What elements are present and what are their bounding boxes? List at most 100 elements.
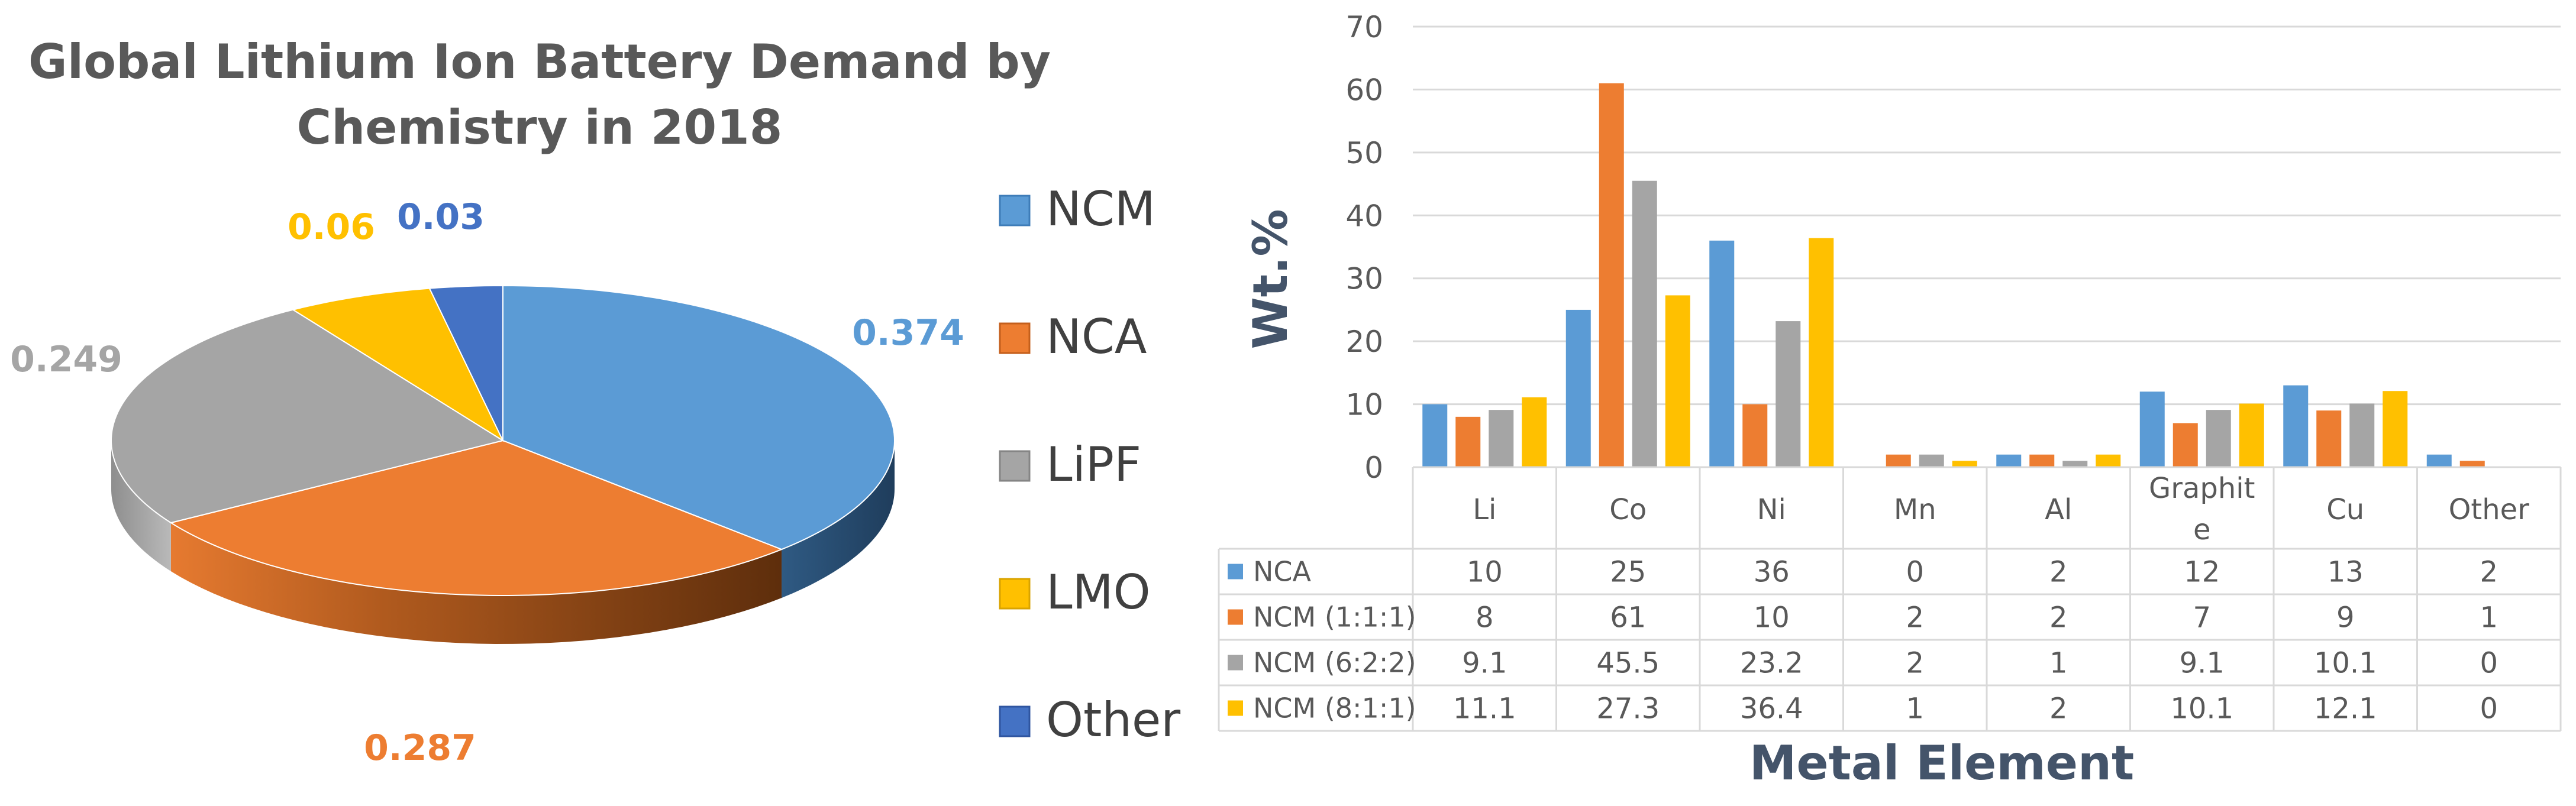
legend-entry-lmo[interactable]: LMO <box>999 565 1151 620</box>
table-legend-key-ncm-1-1-1 <box>1228 609 1243 625</box>
bar-nca-li[interactable] <box>1422 404 1448 467</box>
pie-slice-ncm[interactable] <box>502 284 895 551</box>
legend-swatch-other <box>999 705 1031 737</box>
table-cell-ncm-1-1-1-co: 61 <box>1610 601 1646 635</box>
bar-ncm-1-1-1-graphite[interactable] <box>2173 423 2198 468</box>
pie-title-line1: Global Lithium Ion Battery Demand by <box>28 34 1051 89</box>
bar-ncm-1-1-1-cu[interactable] <box>2316 410 2342 467</box>
table-row-label-ncm-6-2-2: NCM (6:2:2) <box>1253 647 1416 679</box>
bar-ncm-6-2-2-co[interactable] <box>1632 180 1657 467</box>
bar-nca-ni[interactable] <box>1709 240 1735 467</box>
table-cell-ncm-1-1-1-graphite: 7 <box>2193 601 2211 635</box>
legend-entry-ncm[interactable]: NCM <box>999 182 1155 237</box>
table-cell-ncm-6-2-2-graphite: 9.1 <box>2180 647 2225 680</box>
bar-ncm-6-2-2-cu[interactable] <box>2349 403 2375 467</box>
legend-entry-lipf[interactable]: LiPF <box>999 437 1141 492</box>
y-tick-label-20: 20 <box>1345 325 1383 359</box>
legend-label-other: Other <box>1046 692 1180 747</box>
table-cell-ncm-1-1-1-ni: 10 <box>1754 601 1790 635</box>
table-cell-nca-li: 10 <box>1467 556 1503 589</box>
table-header-al: Al <box>2045 493 2072 526</box>
bar-ncm-1-1-1-li[interactable] <box>1455 416 1481 467</box>
table-cell-ncm-6-2-2-al: 1 <box>2049 647 2068 680</box>
table-cell-ncm-8-1-1-other: 0 <box>2480 692 2498 726</box>
pie-slice-nca[interactable] <box>169 439 783 596</box>
bar-nca-graphite[interactable] <box>2139 391 2165 467</box>
bar-nca-co[interactable] <box>1565 309 1591 467</box>
bar-ncm-1-1-1-ni[interactable] <box>1742 404 1768 467</box>
bar-ncm-6-2-2-mn[interactable] <box>1919 454 1944 467</box>
table-cell-ncm-6-2-2-mn: 2 <box>1906 647 1924 680</box>
bar-ncm-6-2-2-graphite[interactable] <box>2206 410 2231 467</box>
legend-label-nca: NCA <box>1046 309 1147 364</box>
bar-ncm-8-1-1-mn[interactable] <box>1952 461 1977 467</box>
table-cell-nca-al: 2 <box>2049 556 2068 589</box>
table-cell-ncm-1-1-1-cu: 9 <box>2336 601 2355 635</box>
bar-ncm-8-1-1-li[interactable] <box>1522 397 1547 467</box>
table-cell-ncm-6-2-2-li: 9.1 <box>1462 647 1507 680</box>
pie-label-lmo: 0.06 <box>288 206 375 248</box>
pie-side-nca <box>170 522 782 644</box>
legend-entry-other[interactable]: Other <box>999 692 1180 747</box>
bar-marks <box>1422 83 2485 468</box>
table-header-li: Li <box>1473 493 1496 526</box>
table-header-other: Other <box>2449 493 2530 526</box>
table-cell-ncm-6-2-2-other: 0 <box>2480 647 2498 680</box>
table-cell-ncm-8-1-1-ni: 36.4 <box>1740 692 1803 726</box>
table-cell-ncm-1-1-1-li: 8 <box>1476 601 1494 635</box>
bar-ncm-6-2-2-ni[interactable] <box>1776 321 1801 467</box>
bar-ncm-1-1-1-other[interactable] <box>2459 461 2485 467</box>
table-cell-ncm-8-1-1-cu: 12.1 <box>2314 692 2377 726</box>
table-cell-ncm-1-1-1-other: 1 <box>2480 601 2498 635</box>
bar-ncm-6-2-2-al[interactable] <box>2062 461 2088 467</box>
bar-ncm-1-1-1-al[interactable] <box>2029 454 2055 467</box>
bar-ncm-6-2-2-li[interactable] <box>1489 410 1514 467</box>
legend-entry-nca[interactable]: NCA <box>999 309 1147 364</box>
table-cell-ncm-6-2-2-ni: 23.2 <box>1740 647 1803 680</box>
y-tick-label-60: 60 <box>1345 73 1383 107</box>
table-row-label-ncm-8-1-1: NCM (8:1:1) <box>1253 692 1416 724</box>
pie-side-lipf <box>111 441 171 571</box>
pie-slice-other[interactable] <box>428 284 503 441</box>
bar-nca-other[interactable] <box>2426 454 2452 467</box>
table-cell-nca-co: 25 <box>1610 556 1646 589</box>
bar-ncm-8-1-1-cu[interactable] <box>2383 391 2408 467</box>
table-cell-nca-ni: 36 <box>1754 556 1790 589</box>
legend-swatch-nca <box>999 322 1031 354</box>
table-header-cu: Cu <box>2326 493 2364 526</box>
pie-side-ncm <box>782 441 895 598</box>
y-axis-title: Wt.% <box>1243 209 1298 349</box>
bar-nca-cu[interactable] <box>2283 385 2309 467</box>
y-tick-label-10: 10 <box>1345 388 1383 422</box>
table-cell-ncm-8-1-1-co: 27.3 <box>1596 692 1660 726</box>
pie-label-ncm: 0.374 <box>852 312 964 354</box>
table-cell-ncm-1-1-1-mn: 2 <box>1906 601 1924 635</box>
pie-side-walls <box>111 441 895 644</box>
bar-ncm-8-1-1-al[interactable] <box>2096 454 2121 467</box>
bar-ncm-8-1-1-graphite[interactable] <box>2239 403 2264 467</box>
table-cell-nca-mn: 0 <box>1906 556 1924 589</box>
pie-legend: NCM NCA LiPF LMO Other <box>999 182 1180 747</box>
bar-y-tick-labels: 0 10 20 30 40 50 60 70 <box>1345 10 1383 485</box>
legend-swatch-lmo <box>999 578 1031 610</box>
table-cell-ncm-1-1-1-al: 2 <box>2049 601 2068 635</box>
pie-label-other: 0.03 <box>397 196 485 238</box>
bar-ncm-8-1-1-co[interactable] <box>1665 295 1690 467</box>
legend-swatch-lipf <box>999 450 1031 482</box>
bar-ncm-1-1-1-mn[interactable] <box>1886 454 1911 467</box>
y-tick-label-70: 70 <box>1345 10 1383 44</box>
legend-label-ncm: NCM <box>1046 182 1155 237</box>
bar-nca-al[interactable] <box>1996 454 2022 467</box>
bar-ncm-8-1-1-ni[interactable] <box>1809 238 1834 467</box>
pie-label-lipf: 0.249 <box>10 339 122 380</box>
table-row-label-ncm-1-1-1: NCM (1:1:1) <box>1253 601 1416 633</box>
table-legend-key-nca <box>1228 564 1243 580</box>
pie-slice-lipf[interactable] <box>111 309 505 524</box>
table-cell-nca-graphite: 12 <box>2184 556 2220 589</box>
table-cell-nca-cu: 13 <box>2328 556 2364 589</box>
bar-ncm-1-1-1-co[interactable] <box>1599 83 1624 468</box>
pie-slice-lmo[interactable] <box>291 287 505 442</box>
